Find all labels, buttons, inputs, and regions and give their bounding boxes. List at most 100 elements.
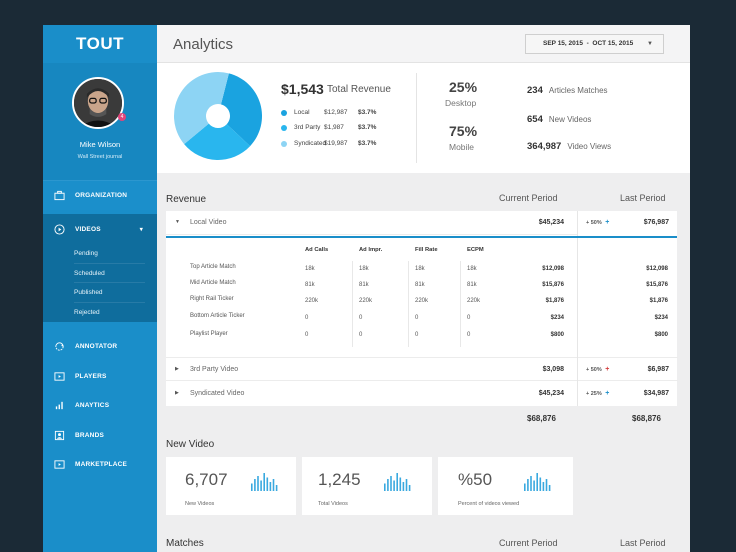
sidebar-item-label: ORGANIZATION — [75, 192, 128, 199]
caret-right-icon[interactable]: ▶ — [175, 390, 179, 396]
sidebar-item-organization[interactable]: ORGANIZATION — [43, 180, 157, 210]
spark-bar — [408, 485, 411, 491]
detail-cell: 81k — [359, 282, 369, 288]
detail-last: $234 — [654, 315, 668, 321]
change-up-icon: + — [605, 390, 610, 397]
detail-row-label: Bottom Article Ticker — [190, 313, 245, 319]
user-name: Mike Wilson — [79, 140, 121, 149]
spark-bar — [527, 479, 529, 491]
sidebar-item-marketplace[interactable]: MARKETPLACE — [43, 450, 157, 480]
sidebar: TOUT 4 Mike Wilson Wall Street journal — [43, 25, 157, 552]
stat-value: 654 — [527, 114, 543, 125]
avatar[interactable] — [72, 77, 124, 129]
revenue-row-label: Local Video — [190, 219, 227, 226]
change-down-icon: + — [605, 366, 610, 373]
sidebar-subitem-pending[interactable]: Pending — [74, 244, 145, 264]
spark-bar — [524, 483, 526, 491]
revenue-pie-chart — [174, 72, 262, 160]
spark-bar — [269, 482, 272, 491]
detail-cell: 18k — [415, 266, 425, 272]
analytics-icon — [53, 400, 65, 412]
divider — [416, 73, 417, 163]
total-videos-card: 1,245 Total Videos — [302, 457, 432, 515]
spark-bar — [399, 477, 402, 491]
spark-bar — [260, 480, 262, 491]
new-video-section-title: New Video — [166, 439, 215, 450]
percent-viewed-label: Percent of videos viewed — [458, 501, 520, 507]
legend-dot — [281, 140, 287, 147]
pie-slice — [220, 73, 262, 147]
stat-label: New Videos — [548, 115, 592, 124]
video-submenu: Pending Scheduled Published Rejected — [43, 244, 157, 322]
main-content: Analytics SEP 15, 2015 - OCT 15, 2015 ▼ … — [157, 25, 690, 552]
sidebar-subitem-rejected[interactable]: Rejected — [74, 308, 100, 316]
stat-label: Articles Matches — [548, 86, 608, 95]
logo[interactable]: TOUT — [76, 34, 124, 53]
matches-last-period-header: Last Period — [620, 538, 666, 548]
revenue-section-title: Revenue — [166, 194, 207, 205]
detail-cell: 0 — [415, 332, 419, 338]
spark-bar — [272, 479, 275, 491]
spark-bar — [390, 476, 392, 491]
legend-amount: $19,987 — [324, 140, 348, 147]
revenue-row-local-video[interactable]: ▼ Local Video $45,234 — [166, 211, 577, 235]
detail-cell: 18k — [467, 266, 477, 272]
sidebar-item-videos[interactable]: VIDEOS ▾ — [43, 214, 157, 244]
desktop-label: Desktop — [445, 98, 477, 108]
revenue-row-3rd-party-video[interactable]: ▶ 3rd Party Video $3,098 — [166, 357, 577, 381]
date-range-label: SEP 15, 2015 - OCT 15, 2015 — [543, 40, 634, 47]
detail-cell: 220k — [467, 298, 481, 304]
new-videos-value: 6,707 — [185, 470, 228, 489]
sidebar-item-analytics[interactable]: ANAYTICS — [43, 391, 157, 421]
sidebar-item-annotator[interactable]: ANNOTATOR — [43, 332, 157, 362]
legend-pct: $3.7% — [358, 124, 377, 131]
revenue-row-current: $45,234 — [538, 219, 564, 226]
detail-cell: 0 — [415, 315, 419, 321]
new-videos-sparkbars — [251, 473, 278, 491]
pie-slice — [174, 72, 229, 145]
detail-cell: 0 — [305, 315, 309, 321]
mobile-label: Mobile — [449, 142, 475, 152]
legend-amount: $12,987 — [324, 109, 348, 116]
notification-badge[interactable]: 4 — [118, 113, 126, 121]
column-divider — [352, 261, 353, 347]
sidebar-subitem-published[interactable]: Published — [74, 283, 145, 303]
total-videos-sparkbars — [384, 473, 411, 491]
caret-down-icon: ▼ — [647, 41, 653, 47]
spark-bar — [393, 480, 395, 491]
last-period-value: $76,987 — [643, 219, 669, 226]
total-videos-value: 1,245 — [318, 470, 361, 489]
sidebar-item-brands[interactable]: BRANDS — [43, 421, 157, 451]
legend-amount: $1,987 — [324, 124, 344, 131]
detail-cell: 220k — [359, 298, 373, 304]
detail-current: $12,098 — [542, 266, 564, 272]
revenue-row-syndicated-video[interactable]: ▶ Syndicated Video $45,234 — [166, 382, 577, 406]
last-period-header: Last Period — [620, 193, 666, 203]
detail-last: $800 — [654, 332, 668, 338]
spark-bar — [251, 483, 253, 491]
detail-cell: 0 — [359, 332, 363, 338]
change-pct: + 25% — [586, 391, 602, 397]
last-period-column: + 50% + $76,987 $12,098 $15,876 $1,876 $… — [577, 211, 678, 406]
caret-down-icon[interactable]: ▼ — [175, 219, 180, 225]
last-period-row: + 50% + $76,987 — [578, 211, 678, 235]
detail-current: $15,876 — [542, 282, 564, 288]
detail-cell: 0 — [305, 332, 309, 338]
sidebar-item-players[interactable]: PLAYERS — [43, 362, 157, 392]
date-range-picker[interactable]: SEP 15, 2015 - OCT 15, 2015 ▼ — [525, 34, 664, 54]
detail-cell: 0 — [359, 315, 363, 321]
detail-cell: 81k — [467, 282, 477, 288]
user-profile: 4 Mike Wilson Wall Street journal — [43, 63, 157, 180]
marketplace-icon — [53, 459, 65, 471]
last-period-value: $34,987 — [643, 390, 669, 397]
spark-bar — [530, 476, 532, 491]
revenue-total-last: $68,876 — [632, 414, 661, 423]
legend-dot — [281, 109, 287, 116]
sidebar-subitem-scheduled[interactable]: Scheduled — [74, 264, 145, 283]
sidebar-item-label: BRANDS — [75, 431, 105, 439]
page-title: Analytics — [173, 36, 234, 53]
revenue-total-current: $68,876 — [527, 414, 556, 423]
sidebar-item-label: ANAYTICS — [75, 402, 110, 410]
detail-last: $15,876 — [646, 282, 668, 288]
caret-right-icon[interactable]: ▶ — [175, 366, 179, 372]
